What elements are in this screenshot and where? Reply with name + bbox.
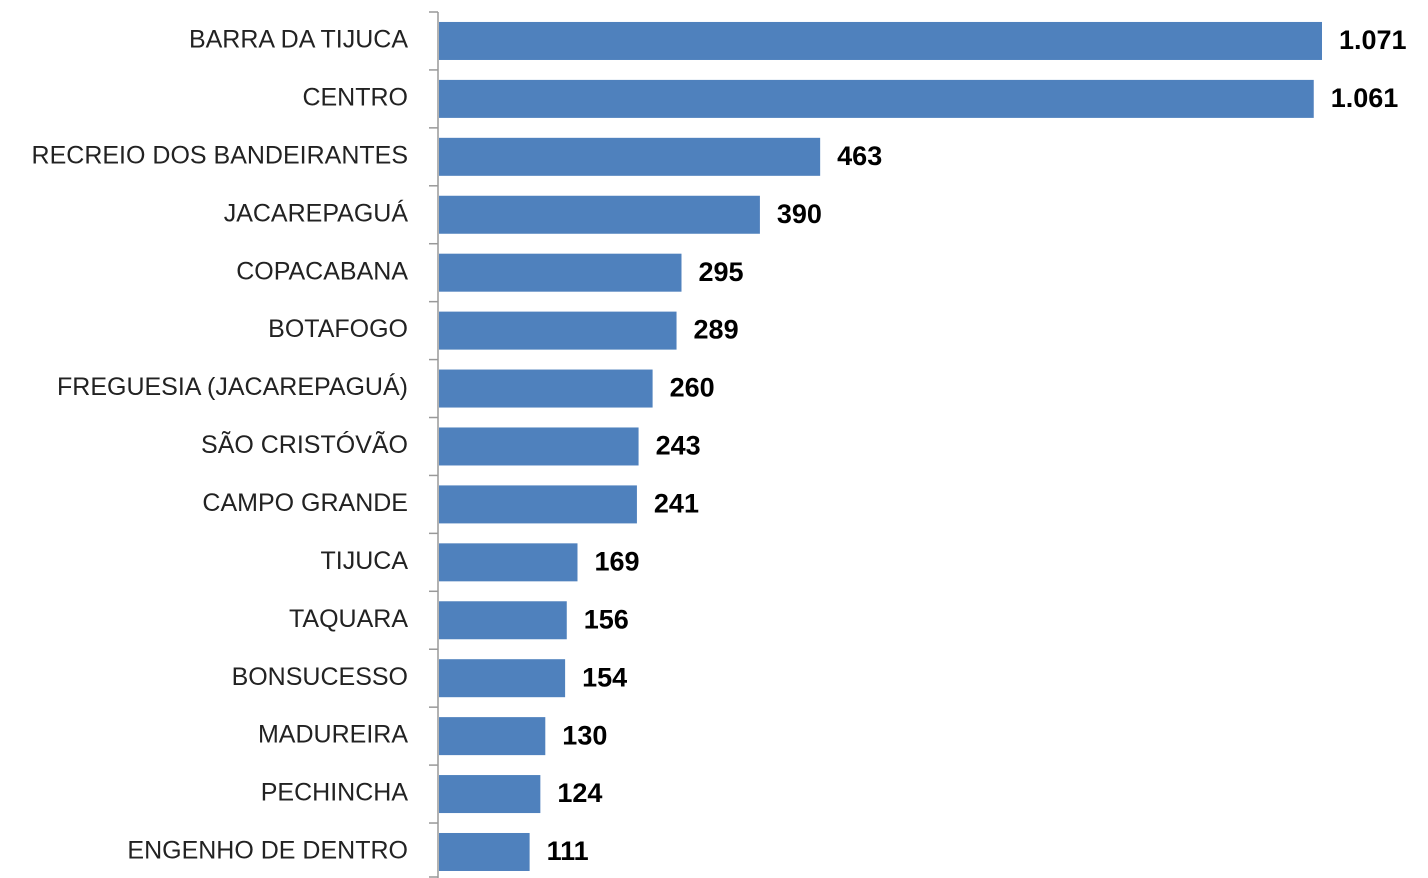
- bar: [439, 253, 682, 292]
- value-label: 390: [777, 199, 822, 229]
- category-label: FREGUESIA (JACAREPAGUÁ): [57, 372, 408, 401]
- bar: [439, 311, 677, 350]
- category-label: COPACABANA: [236, 257, 408, 285]
- bar: [439, 543, 578, 582]
- bar: [439, 601, 567, 640]
- value-label: 260: [670, 373, 715, 403]
- category-label: SÃO CRISTÓVÃO: [201, 430, 408, 459]
- category-label: MADUREIRA: [258, 721, 408, 749]
- category-label: CENTRO: [302, 84, 408, 112]
- value-label: 124: [557, 778, 602, 808]
- value-label: 111: [547, 836, 589, 866]
- bar: [439, 832, 530, 871]
- bar: [439, 775, 541, 814]
- value-label: 1.061: [1331, 83, 1399, 113]
- category-label: JACAREPAGUÁ: [224, 198, 409, 227]
- bar: [439, 21, 1322, 60]
- value-label: 289: [694, 315, 739, 345]
- value-label: 169: [594, 546, 639, 576]
- bar: [439, 79, 1314, 118]
- bar: [439, 369, 653, 408]
- value-label: 1.071: [1339, 25, 1407, 55]
- category-label: PECHINCHA: [261, 779, 409, 807]
- category-label: BOTAFOGO: [268, 315, 408, 343]
- category-label: TAQUARA: [289, 605, 408, 633]
- value-label: 154: [582, 662, 627, 692]
- value-label: 295: [698, 257, 743, 287]
- value-label: 243: [656, 431, 701, 461]
- category-label: CAMPO GRANDE: [202, 489, 408, 517]
- value-label: 156: [584, 604, 629, 634]
- category-label: ENGENHO DE DENTRO: [127, 837, 408, 865]
- bar: [439, 659, 566, 698]
- bar: [439, 137, 821, 176]
- category-label: BARRA DA TIJUCA: [189, 26, 408, 54]
- bar: [439, 485, 637, 524]
- category-label: RECREIO DOS BANDEIRANTES: [32, 141, 408, 169]
- bar: [439, 195, 760, 234]
- value-label: 241: [654, 489, 699, 519]
- category-label: BONSUCESSO: [232, 663, 408, 691]
- bar: [439, 717, 546, 756]
- value-label: 463: [837, 141, 882, 171]
- bar: [439, 427, 639, 466]
- category-label: TIJUCA: [321, 547, 409, 575]
- value-label: 130: [562, 720, 607, 750]
